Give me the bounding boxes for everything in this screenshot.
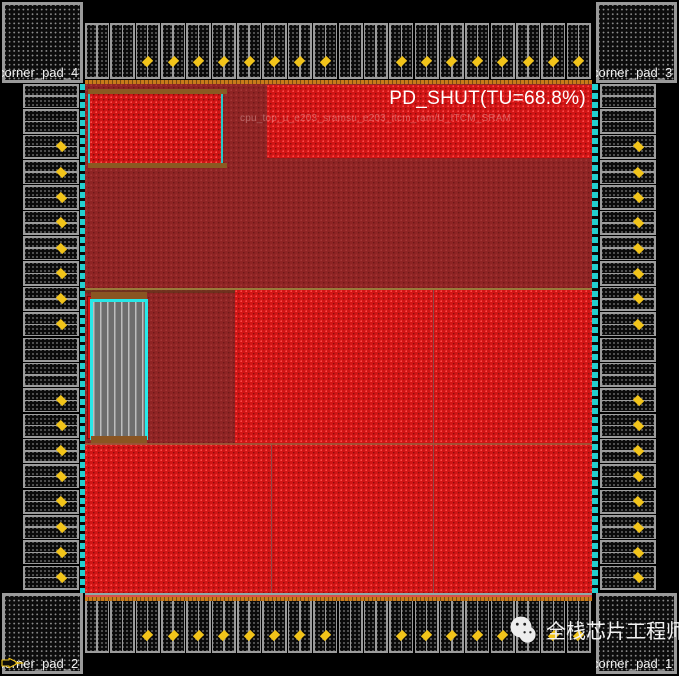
svg-text:全栈芯片工程师: 全栈芯片工程师 bbox=[546, 620, 679, 643]
